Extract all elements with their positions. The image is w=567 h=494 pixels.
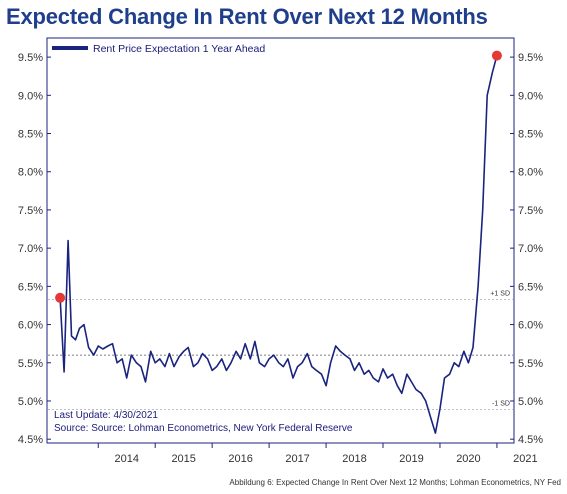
last-update-note: Last Update: 4/30/2021 xyxy=(54,410,158,421)
y-tick-label-right: 8.5% xyxy=(518,129,543,141)
y-tick-label-right: 7.0% xyxy=(518,243,543,255)
highlight-point xyxy=(491,50,502,61)
y-tick-label-left: 4.5% xyxy=(18,434,43,446)
x-tick-label: 2016 xyxy=(228,453,252,465)
y-tick-label-left: 9.0% xyxy=(18,90,43,102)
series-line-rent-expectation xyxy=(59,55,498,434)
x-tick-label: 2019 xyxy=(399,453,423,465)
y-tick-label-right: 7.5% xyxy=(518,205,543,217)
y-tick-label-left: 5.0% xyxy=(18,396,43,408)
reference-line-label: -1 SD xyxy=(492,400,510,407)
legend-label: Rent Price Expectation 1 Year Ahead xyxy=(93,43,265,55)
plot-frame xyxy=(46,37,515,444)
y-tick-label-right: 6.0% xyxy=(518,320,543,332)
x-tick-label: 2020 xyxy=(456,453,480,465)
x-tick-label: 2018 xyxy=(342,453,366,465)
chart-title: Expected Change In Rent Over Next 12 Mon… xyxy=(6,4,488,29)
y-tick-label-left: 8.5% xyxy=(18,129,43,141)
source-note: Source: Source: Lohman Econometrics, New… xyxy=(54,423,353,434)
y-tick-label-left: 6.0% xyxy=(18,320,43,332)
y-tick-label-left: 9.5% xyxy=(18,52,43,64)
x-tick-label: 2021 xyxy=(513,453,537,465)
x-tick-label: 2014 xyxy=(114,453,138,465)
y-tick-label-right: 5.5% xyxy=(518,358,543,370)
y-tick-label-right: 9.0% xyxy=(518,90,543,102)
x-tick-label: 2017 xyxy=(285,453,309,465)
y-tick-label-right: 9.5% xyxy=(518,52,543,64)
y-tick-label-right: 6.5% xyxy=(518,281,543,293)
y-tick-label-right: 8.0% xyxy=(518,167,543,179)
reference-line-label: +1 SD xyxy=(490,290,510,297)
figure-caption: Abbildung 6: Expected Change In Rent Ove… xyxy=(229,478,561,487)
y-tick-label-left: 7.0% xyxy=(18,243,43,255)
x-tick-label: 2015 xyxy=(171,453,195,465)
highlight-point xyxy=(55,292,66,303)
y-tick-label-left: 7.5% xyxy=(18,205,43,217)
y-tick-label-left: 5.5% xyxy=(18,358,43,370)
y-tick-label-right: 4.5% xyxy=(518,434,543,446)
y-tick-label-right: 5.0% xyxy=(518,396,543,408)
y-tick-label-left: 6.5% xyxy=(18,281,43,293)
y-tick-label-left: 8.0% xyxy=(18,167,43,179)
